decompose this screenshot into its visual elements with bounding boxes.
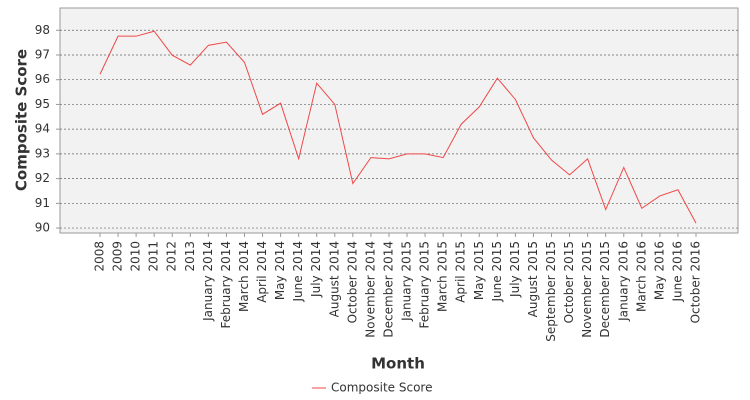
x-tick-label: July 2014 <box>309 241 323 298</box>
x-tick-label: 2013 <box>183 241 197 272</box>
x-tick-label: June 2014 <box>291 241 305 303</box>
x-tick-label: 2011 <box>147 241 161 272</box>
x-tick-label: January 2016 <box>616 241 630 322</box>
y-tick-label: 91 <box>35 196 50 210</box>
x-axis-title: Month <box>371 355 425 373</box>
x-tick-label: August 2014 <box>327 241 341 317</box>
x-tick-label: May 2016 <box>652 241 666 300</box>
x-tick-label: January 2014 <box>201 241 215 322</box>
y-tick-label: 93 <box>35 146 50 160</box>
x-tick-label: June 2015 <box>490 241 504 303</box>
x-tick-label: August 2015 <box>526 241 540 317</box>
x-tick-label: September 2015 <box>544 241 558 342</box>
x-tick-label: December 2015 <box>598 241 612 338</box>
x-tick-label: December 2014 <box>381 241 395 338</box>
x-tick-label: 2010 <box>129 241 143 272</box>
x-tick-label: February 2015 <box>418 241 432 329</box>
y-tick-label: 95 <box>35 97 50 111</box>
x-tick-label: November 2015 <box>580 241 594 338</box>
y-tick-label: 94 <box>35 122 50 136</box>
x-tick-label: April 2015 <box>454 241 468 303</box>
x-tick-label: February 2014 <box>219 241 233 329</box>
x-tick-label: 2012 <box>165 241 179 272</box>
x-tick-label: March 2015 <box>436 241 450 312</box>
y-tick-label: 90 <box>35 221 50 235</box>
x-tick-label: March 2014 <box>237 241 251 312</box>
y-tick-label: 97 <box>35 47 50 61</box>
x-tick-label: May 2015 <box>472 241 486 300</box>
x-tick-label: June 2016 <box>670 241 684 303</box>
plot-area <box>59 7 739 234</box>
x-tick-label: October 2015 <box>562 241 576 323</box>
x-tick-label: May 2014 <box>273 241 287 300</box>
legend-label: Composite Score <box>331 381 432 395</box>
y-axis-title: Composite Score <box>13 49 31 191</box>
x-tick-label: 2008 <box>93 241 107 272</box>
y-tick-label: 96 <box>35 72 50 86</box>
x-tick-label: November 2014 <box>363 241 377 338</box>
x-tick-label: March 2016 <box>634 241 648 312</box>
x-tick-label: October 2016 <box>689 241 703 323</box>
x-tick-label: January 2015 <box>400 241 414 322</box>
x-tick-label: 2009 <box>111 241 125 272</box>
y-tick-label: 98 <box>35 23 50 37</box>
y-tick-label: 92 <box>35 171 50 185</box>
data-line <box>99 30 697 224</box>
x-tick-label: April 2014 <box>255 241 269 303</box>
x-tick-label: July 2015 <box>508 241 522 298</box>
x-tick-label: October 2014 <box>345 241 359 323</box>
